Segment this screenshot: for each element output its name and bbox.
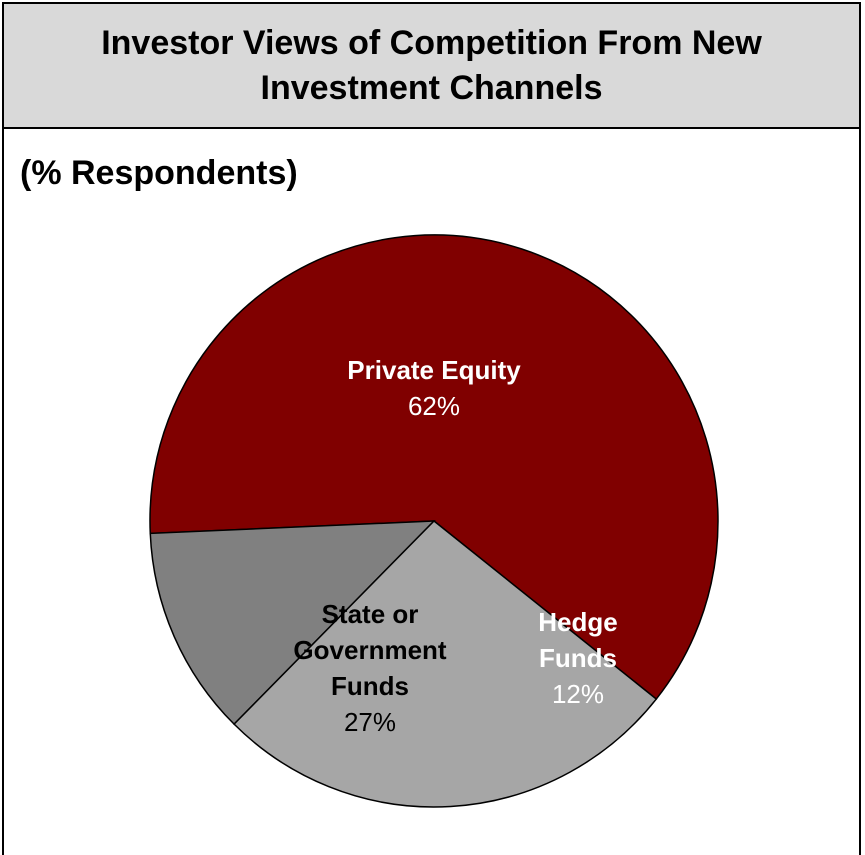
- slice-name: Government: [293, 635, 446, 665]
- slice-name: Funds: [331, 671, 409, 701]
- chart-subtitle: (% Respondents): [20, 154, 298, 192]
- title-banner: Investor Views of Competition From New I…: [4, 4, 859, 129]
- pie-slice: [149, 234, 719, 701]
- slice-label: Private Equity 62%: [347, 355, 521, 421]
- slice-name: Hedge: [538, 607, 617, 637]
- slice-value: 27%: [344, 707, 396, 737]
- slice-label: Hedge Funds 12%: [538, 607, 617, 709]
- slice-label: State or Government Funds 27%: [293, 599, 446, 737]
- slice-name: Funds: [539, 643, 617, 673]
- pie-slice: [233, 519, 658, 808]
- chart-title: Investor Views of Competition From New I…: [101, 23, 762, 107]
- slice-name: State or: [322, 599, 419, 629]
- slice-name: Private Equity: [347, 355, 521, 385]
- pie-slice: [149, 520, 436, 726]
- slice-value: 12%: [552, 679, 604, 709]
- slice-value: 62%: [408, 391, 460, 421]
